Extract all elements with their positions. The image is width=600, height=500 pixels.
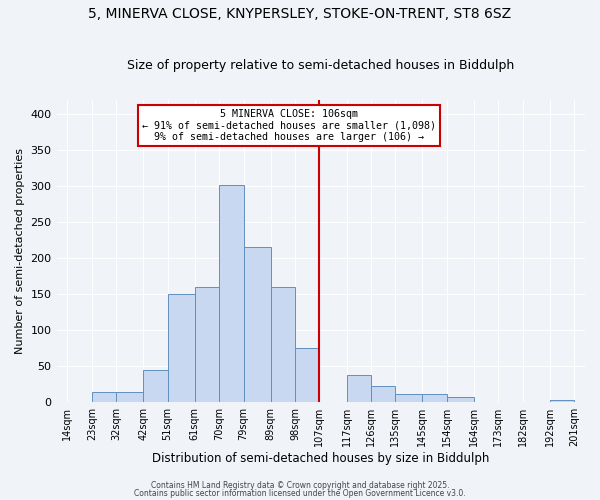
Bar <box>447 398 474 402</box>
Bar <box>550 400 574 402</box>
Bar <box>422 394 447 402</box>
Bar <box>167 294 195 403</box>
Bar <box>219 184 244 402</box>
Bar <box>92 392 116 402</box>
X-axis label: Distribution of semi-detached houses by size in Biddulph: Distribution of semi-detached houses by … <box>152 452 490 465</box>
Bar <box>295 348 319 403</box>
Bar <box>395 394 422 402</box>
Title: Size of property relative to semi-detached houses in Biddulph: Size of property relative to semi-detach… <box>127 59 514 72</box>
Bar <box>195 287 219 403</box>
Text: Contains HM Land Registry data © Crown copyright and database right 2025.: Contains HM Land Registry data © Crown c… <box>151 481 449 490</box>
Bar <box>143 370 167 402</box>
Text: Contains public sector information licensed under the Open Government Licence v3: Contains public sector information licen… <box>134 488 466 498</box>
Text: 5 MINERVA CLOSE: 106sqm
← 91% of semi-detached houses are smaller (1,098)
9% of : 5 MINERVA CLOSE: 106sqm ← 91% of semi-de… <box>142 108 436 142</box>
Bar <box>271 287 295 403</box>
Bar <box>116 392 143 402</box>
Bar <box>371 386 395 402</box>
Bar <box>347 375 371 402</box>
Bar <box>244 246 271 402</box>
Text: 5, MINERVA CLOSE, KNYPERSLEY, STOKE-ON-TRENT, ST8 6SZ: 5, MINERVA CLOSE, KNYPERSLEY, STOKE-ON-T… <box>88 8 512 22</box>
Y-axis label: Number of semi-detached properties: Number of semi-detached properties <box>15 148 25 354</box>
